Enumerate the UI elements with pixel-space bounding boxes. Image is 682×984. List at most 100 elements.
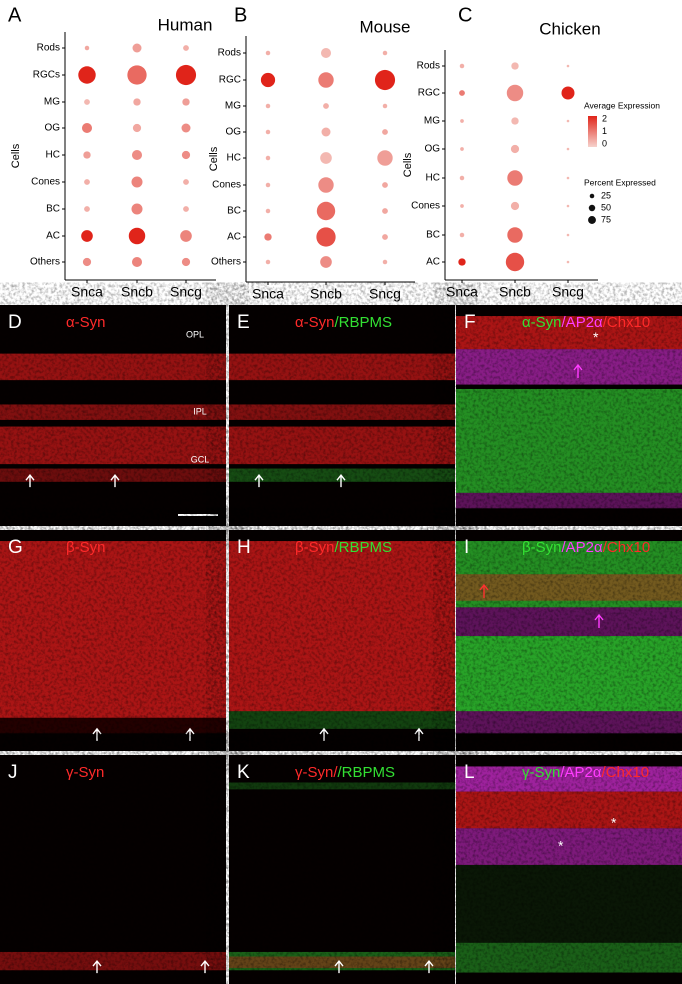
label-part: /Chx10: [603, 314, 651, 331]
texture: [0, 530, 226, 751]
texture: [0, 305, 226, 526]
dot: [374, 69, 396, 91]
panel-label: β-Syn/RBPMS: [295, 539, 392, 556]
x-tick-label: Sncg: [170, 284, 202, 300]
dot: [265, 259, 271, 265]
panel-label: β-Syn/AP2α/Chx10: [522, 539, 650, 556]
y-tick-label: OG: [424, 144, 440, 155]
x-tick-label: Snca: [446, 284, 478, 300]
x-tick-label: Sncg: [552, 284, 584, 300]
label-part: γ-Syn: [522, 764, 560, 781]
dot: [132, 123, 142, 133]
dot: [264, 233, 272, 241]
dot: [320, 256, 332, 268]
panel-letter: K: [237, 762, 250, 783]
legend-tick-label: 75: [601, 214, 611, 224]
dot: [265, 208, 271, 214]
texture: [456, 305, 682, 526]
x-tick-label: Sncg: [369, 286, 401, 302]
dot: [320, 47, 332, 59]
x-tick-label: Sncb: [499, 284, 531, 300]
dot: [566, 204, 570, 208]
dot: [566, 176, 570, 180]
dot: [81, 230, 93, 242]
texture: [0, 755, 226, 984]
dot: [183, 206, 189, 212]
legend-dot: [588, 216, 596, 224]
arrow: [573, 363, 583, 378]
y-tick-label: HC: [426, 173, 440, 184]
label-part: γ-Syn: [66, 764, 104, 781]
label-part: β-Syn: [522, 539, 561, 556]
dot: [507, 170, 523, 186]
dot: [82, 257, 92, 267]
y-tick-label: RGCs: [33, 70, 60, 81]
dot: [318, 177, 334, 193]
y-tick-label: OG: [44, 123, 60, 134]
dot: [460, 204, 464, 208]
panel-label: γ-Syn//RBPMS: [295, 764, 395, 781]
panel-letter: I: [464, 537, 469, 558]
arrow: [254, 474, 264, 488]
dot: [566, 233, 570, 237]
arrow: [200, 959, 210, 974]
asterisk: *: [558, 837, 564, 853]
dot: [459, 90, 465, 96]
label-part: α-Syn: [66, 314, 106, 331]
y-tick-label: AC: [46, 231, 60, 242]
panel-letter: H: [237, 537, 251, 558]
label-part: /RBPMS: [335, 314, 393, 331]
dot: [84, 45, 90, 51]
dot: [460, 119, 464, 123]
panel-letter: J: [8, 762, 18, 783]
y-tick-label: HC: [227, 153, 241, 164]
y-axis-label: Cells: [402, 152, 414, 177]
dot: [459, 232, 465, 238]
dot: [511, 117, 519, 125]
x-tick-label: Sncb: [310, 286, 342, 302]
dot: [128, 227, 146, 245]
label-part: β-Syn: [295, 539, 334, 556]
arrow: [110, 474, 120, 488]
dot: [382, 182, 388, 188]
panel-letter: B: [234, 4, 247, 26]
arrow: [424, 959, 434, 974]
y-tick-label: MG: [44, 97, 60, 108]
arrow: [92, 959, 102, 974]
panel-label: α-Syn/AP2α/Chx10: [522, 314, 650, 331]
panel-letter: G: [8, 537, 23, 558]
dot: [127, 65, 147, 85]
dot: [265, 182, 271, 188]
dot: [460, 147, 464, 151]
dot: [510, 144, 520, 154]
dot: [183, 45, 189, 51]
y-tick-label: Rods: [37, 43, 60, 54]
dot: [131, 176, 143, 188]
y-tick-label: Rods: [417, 61, 440, 72]
layer-label: OPL: [186, 329, 204, 339]
y-tick-label: BC: [426, 230, 440, 241]
dot: [182, 98, 190, 106]
asterisk: *: [593, 329, 599, 345]
dot: [561, 86, 575, 100]
layer-label: IPL: [193, 406, 207, 416]
arrow: [594, 613, 604, 628]
label-part: /Chx10: [603, 539, 651, 556]
dot: [84, 99, 90, 105]
dot: [81, 122, 93, 134]
texture: [229, 755, 455, 984]
legend-dot: [588, 204, 596, 212]
arrow: [414, 727, 424, 741]
y-tick-label: MG: [424, 116, 440, 127]
legend-tick-label: 2: [602, 113, 607, 123]
y-tick-label: MG: [225, 101, 241, 112]
dot: [83, 151, 91, 159]
y-tick-label: RGC: [418, 88, 440, 99]
dot: [265, 129, 271, 135]
chart-title: Mouse: [359, 17, 410, 36]
texture: [229, 305, 455, 526]
